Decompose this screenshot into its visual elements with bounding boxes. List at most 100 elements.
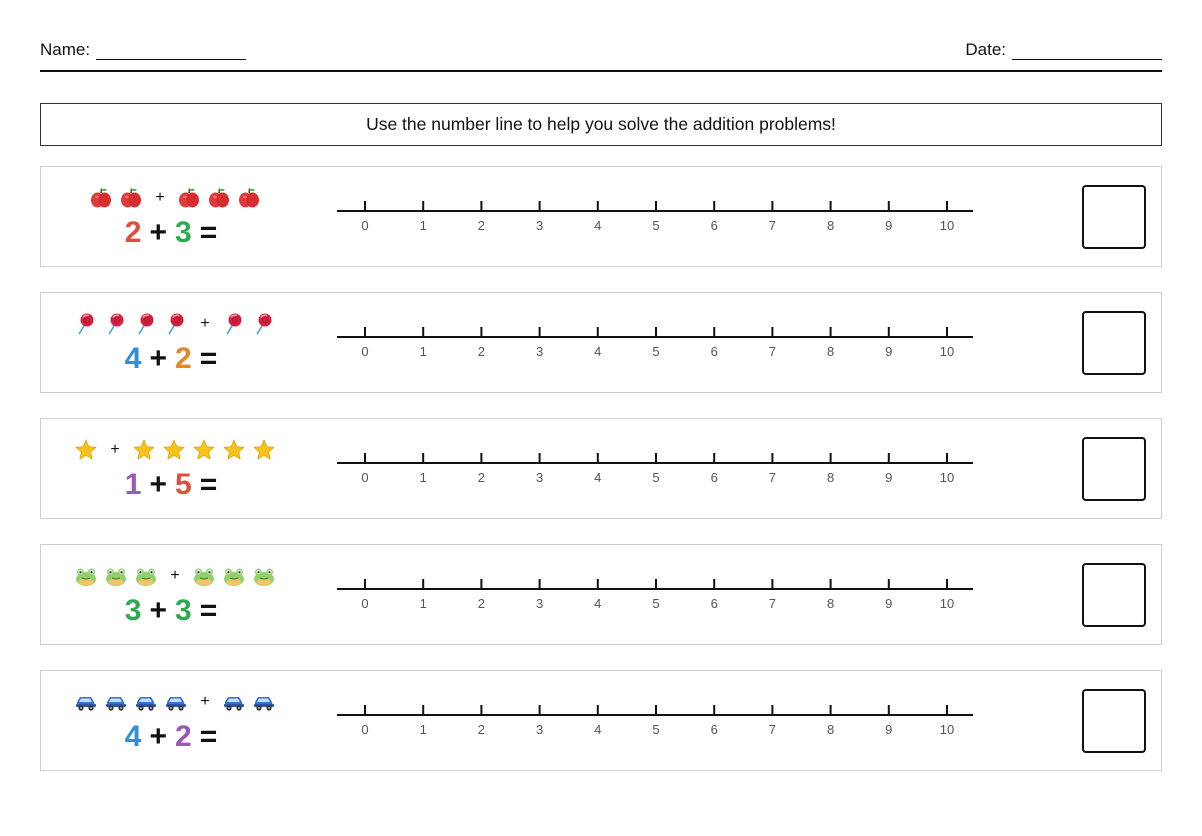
problem-card: +2 +3 = 0 1 2 3 4 5 6 7 8 9 10 (40, 166, 1162, 267)
number-line-tick-label: 3 (536, 218, 543, 233)
number-line-tick-label: 10 (940, 470, 954, 485)
number-line-tick-label: 1 (420, 218, 427, 233)
number-line-tick-label: 5 (652, 470, 659, 485)
equals-sign: = (199, 594, 218, 627)
number-line-tick-label: 8 (827, 596, 834, 611)
plus-sign: + (149, 720, 167, 753)
number-line-tick-label: 4 (594, 218, 601, 233)
number-line-tick-label: 8 (827, 722, 834, 737)
number-line-tick-label: 7 (769, 596, 776, 611)
star-icon (129, 435, 159, 465)
picture-plus-sign: + (155, 189, 165, 206)
problem-card: +4 +2 = 0 1 2 3 4 5 6 7 8 9 10 (40, 670, 1162, 771)
problem-card: +4 +2 = 0 1 2 3 4 5 6 7 8 9 10 (40, 292, 1162, 393)
picture-plus-sign: + (170, 567, 180, 584)
car-icon (71, 687, 101, 717)
answer-box[interactable] (1082, 311, 1146, 375)
frog-icon (131, 561, 161, 591)
number-line: 0 1 2 3 4 5 6 7 8 9 10 (337, 197, 977, 237)
date-field: Date: (965, 40, 1162, 60)
number-line-tick-label: 1 (420, 470, 427, 485)
answer-box[interactable] (1082, 437, 1146, 501)
lollipop-icon (131, 309, 161, 339)
addend-first: 4 (124, 720, 142, 753)
picture-group: + (41, 183, 309, 213)
number-line: 0 1 2 3 4 5 6 7 8 9 10 (337, 701, 977, 741)
number-line-tick-label: 6 (711, 218, 718, 233)
picture-group: + (41, 687, 309, 717)
number-line-tick-label: 0 (361, 470, 368, 485)
number-line-tick-label: 5 (652, 344, 659, 359)
equals-sign: = (199, 342, 218, 375)
equation: 1 +5 = (41, 467, 309, 503)
apple-icon (234, 183, 264, 213)
answer-box[interactable] (1082, 563, 1146, 627)
number-line-tick-label: 6 (711, 722, 718, 737)
car-icon (249, 687, 279, 717)
number-line-tick-label: 8 (827, 344, 834, 359)
plus-sign: + (149, 216, 167, 249)
number-line-tick-label: 4 (594, 596, 601, 611)
number-line-tick-label: 3 (536, 722, 543, 737)
number-line-tick-label: 3 (536, 470, 543, 485)
number-line-tick-label: 5 (652, 722, 659, 737)
answer-box[interactable] (1082, 689, 1146, 753)
lollipop-icon (101, 309, 131, 339)
number-line-tick-label: 4 (594, 470, 601, 485)
picture-group: + (41, 309, 309, 339)
addend-first: 3 (124, 594, 142, 627)
apple-icon (204, 183, 234, 213)
star-icon (189, 435, 219, 465)
number-line: 0 1 2 3 4 5 6 7 8 9 10 (337, 575, 977, 615)
number-line-svg: 0 1 2 3 4 5 6 7 8 9 10 (337, 201, 973, 233)
number-line-tick-label: 8 (827, 218, 834, 233)
equation: 3 +3 = (41, 593, 309, 629)
number-line-svg: 0 1 2 3 4 5 6 7 8 9 10 (337, 453, 973, 485)
lollipop-icon (249, 309, 279, 339)
number-line-tick-label: 9 (885, 218, 892, 233)
number-line-tick-label: 9 (885, 722, 892, 737)
number-line-tick-label: 1 (420, 722, 427, 737)
frog-icon (71, 561, 101, 591)
number-line-tick-label: 7 (769, 218, 776, 233)
date-blank-line[interactable] (1012, 46, 1162, 60)
instructions-text: Use the number line to help you solve th… (366, 114, 836, 134)
number-line-tick-label: 6 (711, 596, 718, 611)
number-line-svg: 0 1 2 3 4 5 6 7 8 9 10 (337, 579, 973, 611)
addend-second: 3 (175, 594, 192, 627)
equals-sign: = (199, 216, 218, 249)
number-line-tick-label: 4 (594, 722, 601, 737)
number-line-tick-label: 9 (885, 470, 892, 485)
star-icon (159, 435, 189, 465)
lollipop-icon (161, 309, 191, 339)
problem-card: +3 +3 = 0 1 2 3 4 5 6 7 8 9 10 (40, 544, 1162, 645)
picture-plus-sign: + (200, 315, 210, 332)
number-line-tick-label: 1 (420, 344, 427, 359)
number-line-tick-label: 2 (478, 722, 485, 737)
addend-first: 1 (124, 468, 142, 501)
number-line-tick-label: 0 (361, 596, 368, 611)
addend-second: 3 (175, 216, 192, 249)
name-blank-line[interactable] (96, 46, 247, 60)
plus-sign: + (149, 468, 167, 501)
equation: 4 +2 = (41, 341, 309, 377)
lollipop-icon (71, 309, 101, 339)
picture-group: + (41, 561, 309, 591)
frog-icon (189, 561, 219, 591)
addend-second: 2 (175, 720, 192, 753)
number-line-tick-label: 9 (885, 596, 892, 611)
plus-sign: + (149, 342, 167, 375)
lollipop-icon (219, 309, 249, 339)
number-line-tick-label: 6 (711, 470, 718, 485)
apple-icon (174, 183, 204, 213)
plus-sign: + (149, 594, 167, 627)
number-line-svg: 0 1 2 3 4 5 6 7 8 9 10 (337, 327, 973, 359)
answer-box[interactable] (1082, 185, 1146, 249)
number-line-tick-label: 7 (769, 722, 776, 737)
equation: 2 +3 = (41, 215, 309, 251)
number-line: 0 1 2 3 4 5 6 7 8 9 10 (337, 449, 977, 489)
frog-icon (219, 561, 249, 591)
number-line-tick-label: 2 (478, 344, 485, 359)
equals-sign: = (199, 720, 218, 753)
number-line: 0 1 2 3 4 5 6 7 8 9 10 (337, 323, 977, 363)
